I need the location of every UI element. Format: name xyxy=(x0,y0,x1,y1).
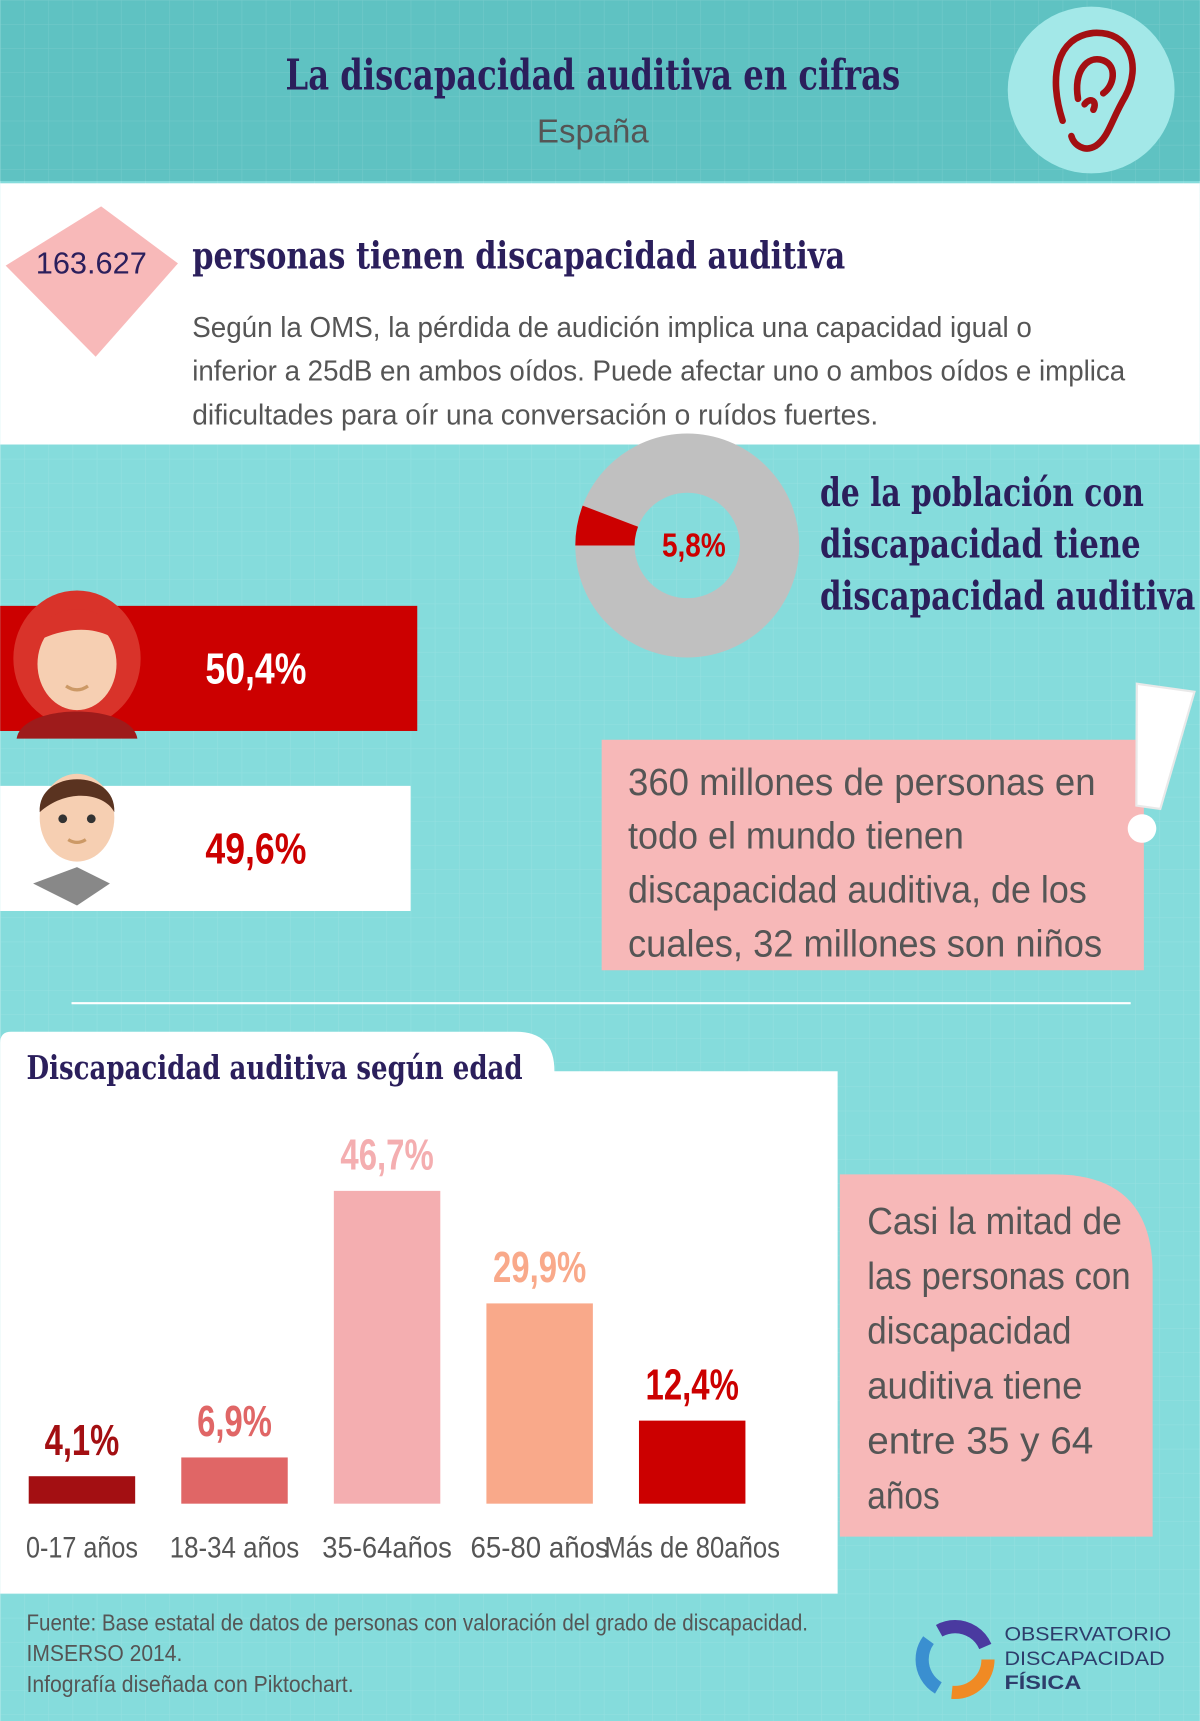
age-callout-line: entre 35 y 64 xyxy=(867,1419,1093,1462)
logo-text: FÍSICA xyxy=(1004,1671,1081,1694)
age-category: Más de 80años xyxy=(604,1532,780,1565)
world-callout-line: cuales, 32 millones son niños xyxy=(628,922,1102,965)
intro-panel xyxy=(0,183,1200,445)
world-callout-line: todo el mundo tienen xyxy=(628,815,964,858)
highlight-number: 163.627 xyxy=(36,246,147,281)
header-grid xyxy=(0,0,1200,182)
age-callout-line: años xyxy=(867,1474,939,1517)
age-bar xyxy=(333,1190,441,1504)
logo-icon xyxy=(915,1620,995,1700)
ear-circle xyxy=(1007,6,1175,174)
donut-caption: discapacidad tiene xyxy=(820,522,1140,568)
donut-caption: de la población con xyxy=(820,470,1144,516)
woman-icon xyxy=(13,590,141,739)
ear-icon xyxy=(1052,29,1136,152)
title: La discapacidad auditiva en cifras xyxy=(286,51,901,100)
age-callout-line: Casi la mitad de xyxy=(867,1200,1122,1243)
age-category: 18-34 años xyxy=(170,1532,300,1565)
logo-text: OBSERVATORIO xyxy=(1004,1624,1171,1646)
man-icon xyxy=(33,773,115,906)
world-callout-line: 360 millones de personas en xyxy=(628,761,1096,804)
world-callout xyxy=(601,739,1144,971)
exclamation xyxy=(1127,682,1196,843)
age-chart-title: Discapacidad auditiva según edad xyxy=(27,1048,523,1087)
paragraph-line: Según la OMS, la pérdida de audición imp… xyxy=(192,312,1032,344)
donut-slice xyxy=(575,505,639,546)
logo-text: DISCAPACIDAD xyxy=(1004,1648,1164,1670)
diamond xyxy=(5,206,178,357)
source-line: IMSERSO 2014. xyxy=(27,1640,183,1666)
age-category: 65-80 años xyxy=(470,1532,608,1565)
age-bar xyxy=(181,1457,288,1504)
world-callout-line: discapacidad auditiva, de los xyxy=(628,868,1087,911)
age-value-label: 6,9% xyxy=(197,1397,272,1446)
age-value-label: 46,7% xyxy=(340,1131,433,1180)
paragraph-line: inferior a 25dB en ambos oídos. Puede af… xyxy=(192,356,1125,388)
age-bar xyxy=(638,1420,746,1504)
subtitle: España xyxy=(537,113,649,150)
age-value-label: 4,1% xyxy=(45,1416,120,1465)
paragraph-line: dificultades para oír una conversación o… xyxy=(192,400,878,432)
age-callout-line: las personas con xyxy=(867,1255,1130,1298)
source-line: Infografía diseñada con Piktochart. xyxy=(27,1671,354,1697)
age-callout xyxy=(839,1174,1153,1537)
donut-label: 5,8% xyxy=(662,526,726,563)
age-category: 0-17 años xyxy=(26,1532,138,1565)
age-category: 35-64años xyxy=(322,1532,452,1565)
gender-label: 49,6% xyxy=(205,824,306,873)
gender-label: 50,4% xyxy=(205,644,306,693)
age-callout-line: discapacidad xyxy=(867,1310,1071,1353)
age-bar xyxy=(28,1476,136,1504)
age-callout-line: auditiva tiene xyxy=(867,1365,1082,1408)
donut-caption: discapacidad auditiva xyxy=(820,573,1195,619)
highlight-headline: personas tienen discapacidad auditiva xyxy=(192,234,845,278)
age-value-label: 29,9% xyxy=(493,1243,586,1292)
source-line: Fuente: Base estatal de datos de persona… xyxy=(27,1610,808,1636)
age-bar xyxy=(486,1303,593,1504)
age-value-label: 12,4% xyxy=(646,1360,739,1409)
